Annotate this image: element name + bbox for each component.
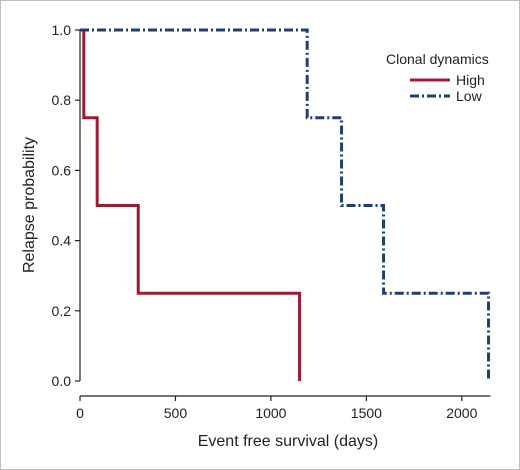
x-tick-label: 2000	[446, 405, 477, 421]
y-tick-label: 0.6	[52, 162, 72, 178]
legend-title: Clonal dynamics	[386, 51, 489, 67]
y-tick-label: 0.0	[52, 373, 72, 389]
x-tick-label: 1000	[255, 405, 286, 421]
legend-label-high: High	[456, 72, 485, 88]
series-line-high	[80, 28, 302, 381]
legend-label-low: Low	[456, 88, 483, 104]
x-tick-label: 1500	[351, 405, 382, 421]
y-tick-label: 0.8	[52, 92, 72, 108]
y-axis-label: Relapse probability	[21, 137, 38, 273]
y-tick-label: 0.2	[52, 303, 72, 319]
y-tick-label: 1.0	[52, 22, 72, 38]
x-tick-label: 0	[76, 405, 84, 421]
series-line-low	[80, 28, 491, 381]
series-group	[80, 28, 491, 381]
x-axis-label: Event free survival (days)	[198, 433, 379, 450]
x-tick-label: 500	[164, 405, 188, 421]
axes: 0.0 0.2 0.4 0.6 0.8 1.0 0 500 1000 1500 2000	[52, 22, 491, 421]
y-tick-label: 0.4	[52, 233, 72, 249]
